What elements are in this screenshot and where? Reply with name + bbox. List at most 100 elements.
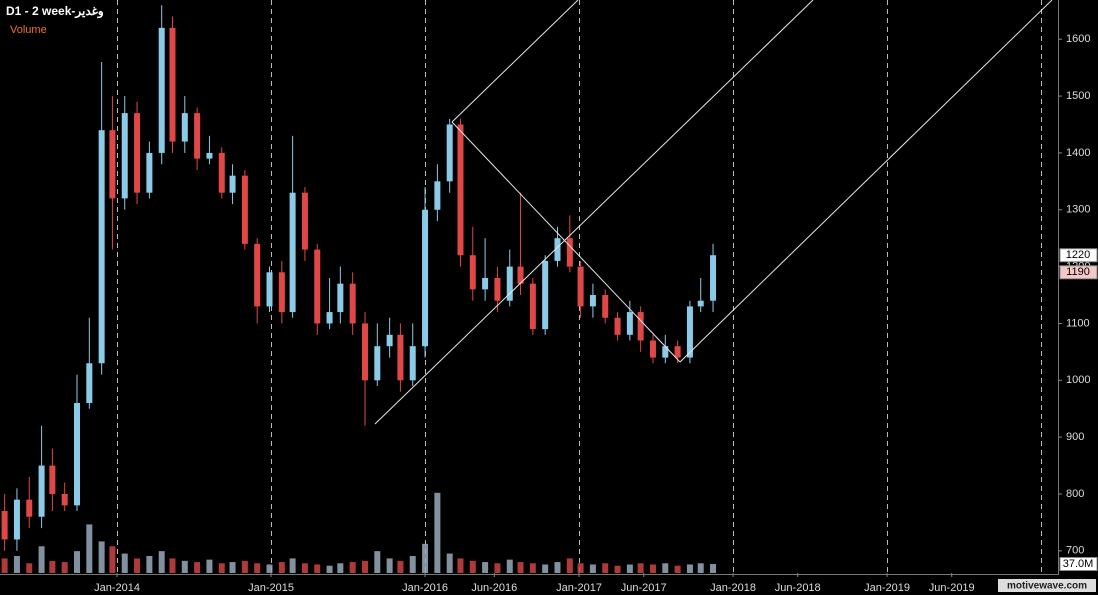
y-tick-label: 1400 — [1066, 147, 1090, 159]
candle-body — [386, 334, 393, 347]
candle-body — [337, 283, 344, 313]
candle-body — [278, 272, 285, 313]
volume-bar — [314, 564, 321, 573]
candle-body — [61, 493, 68, 506]
x-tick-label: Jan-2018 — [710, 582, 756, 594]
candle-body — [26, 499, 33, 517]
volume-bar — [206, 559, 213, 573]
volume-bar — [61, 562, 68, 573]
candle-body — [686, 306, 693, 358]
channel-line — [679, 0, 1053, 363]
volume-bar — [446, 553, 453, 573]
y-tick-label: 1500 — [1066, 90, 1090, 102]
candle-body — [121, 113, 128, 199]
candle-body — [206, 152, 213, 159]
candle-body — [542, 260, 549, 330]
volume-bar — [361, 560, 368, 573]
candle-body — [314, 249, 321, 324]
candle-body — [637, 312, 644, 341]
volume-bar — [469, 560, 476, 573]
volume-bar — [1, 558, 8, 573]
x-tick-label: Jan-2015 — [248, 582, 294, 594]
candle-body — [529, 283, 536, 330]
x-tick-label: Jan-2017 — [556, 582, 602, 594]
candle-body — [38, 465, 45, 517]
candle-body — [482, 277, 489, 290]
volume-bar — [218, 563, 225, 573]
candle-body — [146, 152, 153, 193]
x-tick-label: Jun-2016 — [471, 582, 517, 594]
price-label: 1220 — [1066, 249, 1090, 261]
volume-bar — [98, 541, 105, 573]
candle-body — [457, 124, 464, 256]
chart-title: D1 - 2 week-وغدير — [6, 4, 104, 19]
x-tick-label: Jan-2019 — [864, 582, 910, 594]
volume-bar — [626, 564, 633, 573]
candle-body — [98, 130, 105, 364]
volume-bar — [146, 555, 153, 573]
volume-bar — [577, 563, 584, 573]
volume-bar — [614, 565, 621, 573]
volume-bar — [134, 558, 141, 573]
channel-line — [374, 0, 814, 425]
candle-body — [697, 300, 704, 307]
volume-bar — [374, 551, 381, 573]
volume-bar — [13, 555, 20, 573]
candle-body — [469, 255, 476, 290]
candle-body — [649, 340, 656, 358]
volume-bar — [169, 558, 176, 573]
x-tick-label: Jun-2017 — [621, 582, 667, 594]
x-tick-label: Jun-2019 — [929, 582, 975, 594]
volume-bar — [602, 563, 609, 573]
candle-body — [577, 266, 584, 307]
trend-lines — [374, 0, 1053, 425]
volume-bar — [109, 546, 116, 573]
candle-body — [326, 312, 333, 324]
volume-bar — [337, 563, 344, 573]
volume-label: Volume — [10, 24, 47, 36]
volume-bar — [494, 563, 501, 573]
volume-bar — [121, 553, 128, 573]
candle-body — [602, 295, 609, 318]
volume-bar — [409, 555, 416, 573]
plot — [1, 0, 1042, 573]
candle-body — [554, 238, 561, 261]
volume-bar — [86, 524, 93, 573]
candle-body — [229, 175, 236, 193]
candle-body — [409, 346, 416, 381]
candle-body — [194, 113, 201, 159]
volume-bar — [517, 562, 524, 573]
volume-value-label: 37.0M — [1063, 558, 1094, 570]
volume-bar — [542, 564, 549, 573]
volume-bar — [637, 563, 644, 573]
volume-bar — [49, 560, 56, 573]
volume-bar — [697, 563, 704, 573]
volume-bar — [194, 562, 201, 573]
candle-body — [241, 175, 248, 244]
candle-body — [301, 192, 308, 250]
volume-bar — [566, 558, 573, 573]
candle-body — [254, 243, 261, 307]
volume-bar — [301, 563, 308, 573]
price-label-box — [1059, 248, 1098, 263]
volume-bar — [278, 562, 285, 573]
candle-body — [134, 113, 141, 193]
watermark-box — [998, 579, 1096, 592]
watermark: motivewave.com — [1007, 581, 1087, 592]
candle-body — [614, 317, 621, 335]
candle-body — [710, 255, 717, 301]
y-tick-label: 1100 — [1066, 317, 1090, 329]
volume-bar — [434, 492, 441, 573]
volume-bar — [554, 562, 561, 573]
volume-bar — [422, 543, 429, 573]
x-tick-label: Jan-2016 — [402, 582, 448, 594]
candle-body — [266, 272, 273, 307]
candle-body — [74, 403, 81, 506]
volume-bar — [649, 564, 656, 573]
candle-body — [422, 209, 429, 347]
y-tick-label: 700 — [1066, 545, 1084, 557]
candle-body — [674, 346, 681, 358]
volume-bar — [529, 563, 536, 573]
